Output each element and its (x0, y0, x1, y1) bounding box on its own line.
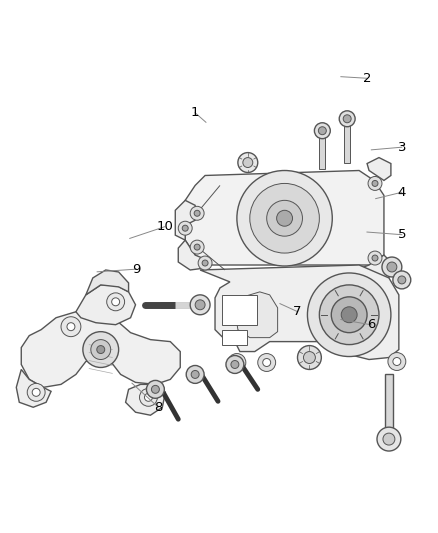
Circle shape (190, 295, 210, 315)
Circle shape (195, 300, 205, 310)
Circle shape (97, 345, 105, 353)
Circle shape (194, 211, 200, 216)
Circle shape (250, 183, 319, 253)
Circle shape (91, 340, 111, 360)
Circle shape (382, 257, 402, 277)
Circle shape (233, 359, 241, 367)
Circle shape (307, 273, 391, 357)
Circle shape (393, 358, 401, 366)
Circle shape (339, 111, 355, 127)
Circle shape (202, 260, 208, 266)
Circle shape (368, 251, 382, 265)
Circle shape (228, 353, 246, 372)
Circle shape (83, 332, 119, 367)
Polygon shape (367, 158, 391, 181)
Circle shape (61, 317, 81, 337)
Circle shape (194, 244, 200, 250)
Circle shape (263, 359, 271, 367)
Polygon shape (200, 265, 399, 360)
Text: 1: 1 (191, 106, 199, 119)
Circle shape (231, 360, 239, 368)
Circle shape (112, 298, 120, 306)
Circle shape (383, 433, 395, 445)
Circle shape (145, 393, 152, 401)
Circle shape (237, 171, 332, 266)
Circle shape (107, 293, 124, 311)
Bar (344, 119, 350, 163)
Circle shape (258, 353, 276, 372)
Circle shape (67, 322, 75, 330)
Circle shape (393, 271, 411, 289)
Bar (222, 330, 247, 345)
Circle shape (343, 115, 351, 123)
Circle shape (226, 356, 244, 374)
Polygon shape (361, 255, 389, 285)
Circle shape (318, 127, 326, 135)
Text: 8: 8 (154, 400, 162, 414)
Polygon shape (86, 270, 129, 295)
Circle shape (398, 276, 406, 284)
Circle shape (267, 200, 303, 236)
Circle shape (186, 366, 204, 383)
Circle shape (377, 427, 401, 451)
Polygon shape (175, 200, 195, 240)
Polygon shape (178, 240, 207, 270)
Circle shape (146, 381, 164, 398)
Circle shape (178, 221, 192, 235)
Polygon shape (126, 384, 165, 415)
Circle shape (32, 389, 40, 397)
Polygon shape (76, 285, 135, 325)
Circle shape (319, 285, 379, 345)
Circle shape (372, 255, 378, 261)
Circle shape (341, 307, 357, 322)
Text: 6: 6 (367, 318, 375, 332)
Circle shape (243, 158, 253, 167)
Text: 3: 3 (398, 141, 406, 154)
Circle shape (331, 297, 367, 333)
Circle shape (297, 345, 321, 369)
Circle shape (372, 181, 378, 187)
Bar (385, 375, 393, 439)
Text: 9: 9 (132, 263, 141, 276)
Circle shape (190, 206, 204, 220)
Circle shape (368, 176, 382, 190)
Bar (222, 295, 257, 325)
Circle shape (304, 352, 315, 364)
Polygon shape (235, 292, 278, 337)
Circle shape (182, 225, 188, 231)
Text: 4: 4 (398, 186, 406, 199)
Text: 2: 2 (363, 72, 371, 85)
Polygon shape (21, 312, 180, 387)
Circle shape (191, 370, 199, 378)
Polygon shape (185, 171, 384, 265)
Polygon shape (16, 369, 51, 407)
Circle shape (198, 256, 212, 270)
Bar (319, 131, 325, 168)
Circle shape (388, 352, 406, 370)
Circle shape (314, 123, 330, 139)
Circle shape (277, 211, 293, 226)
Circle shape (238, 152, 258, 173)
Text: 10: 10 (156, 220, 173, 233)
Text: 5: 5 (398, 228, 406, 241)
Circle shape (152, 385, 159, 393)
Circle shape (190, 240, 204, 254)
Circle shape (27, 383, 45, 401)
Circle shape (140, 389, 157, 406)
Text: 7: 7 (293, 305, 302, 318)
Circle shape (387, 262, 397, 272)
